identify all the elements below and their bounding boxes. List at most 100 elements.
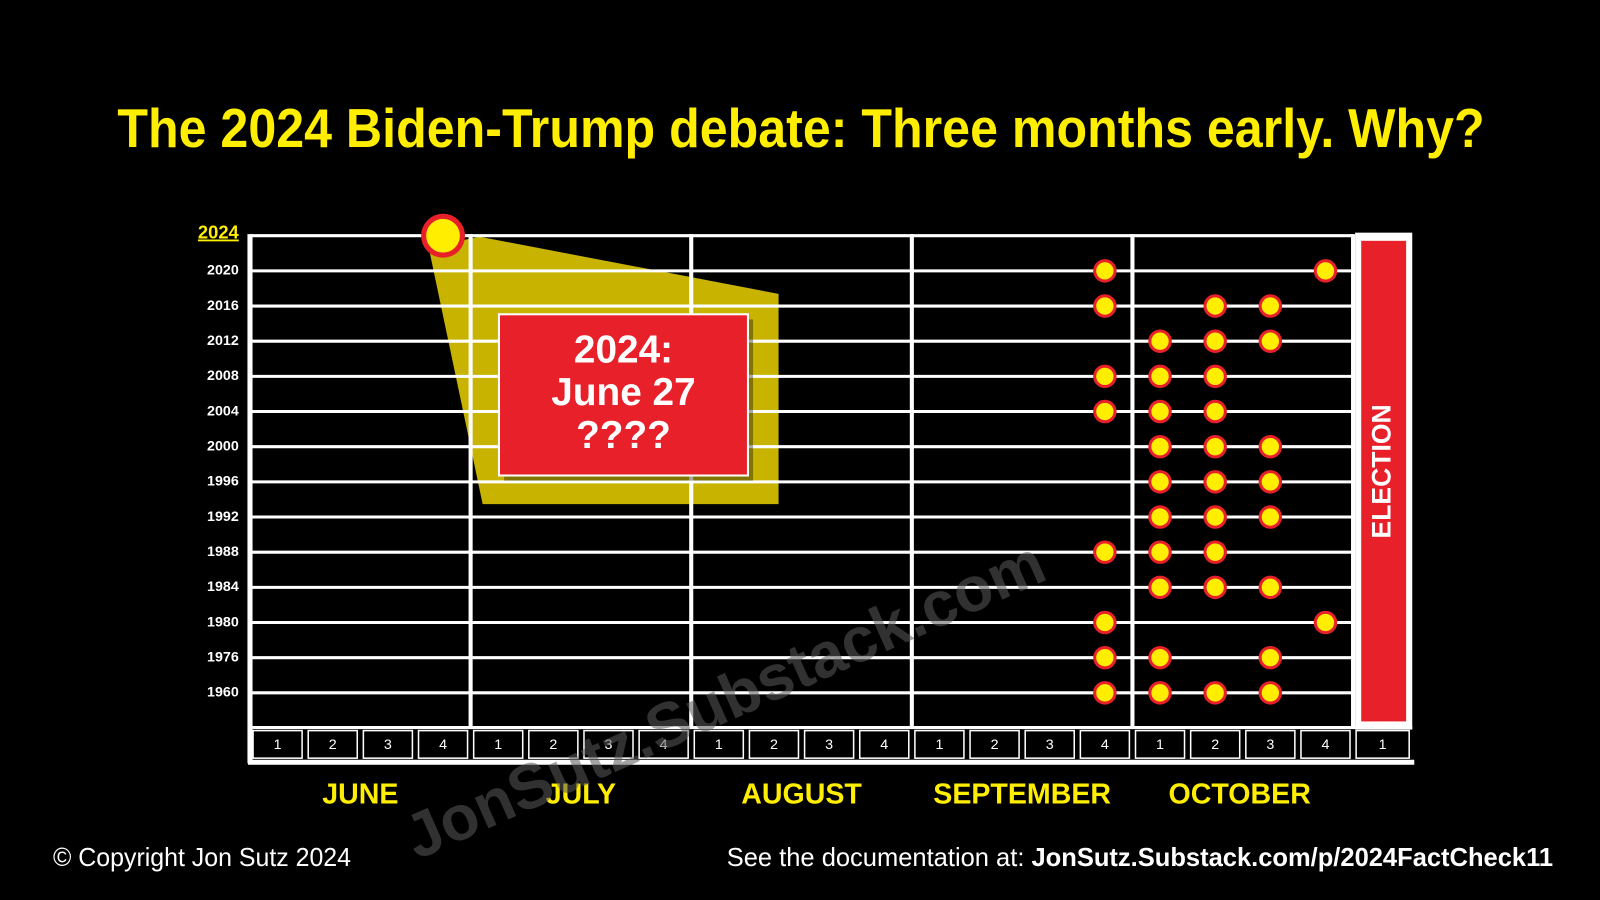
election-bar: [1361, 240, 1407, 722]
doc-reference: See the documentation at: JonSutz.Substa…: [727, 844, 1553, 872]
debate-dot: [1203, 364, 1227, 389]
year-label: 2008: [207, 368, 239, 384]
week-cell: [1300, 729, 1351, 759]
debate-dot: [1258, 470, 1283, 494]
week-label: 2: [549, 737, 557, 753]
debate-dot: [1093, 364, 1117, 389]
election-label: ELECTION: [1367, 404, 1397, 538]
week-cell: [638, 729, 689, 759]
grid: 2024 2020 2016 2012 2008 2004 2000 1996 1992 1988…: [198, 213, 1415, 873]
week-cell: [1079, 729, 1131, 759]
debate-dot: [1203, 505, 1227, 529]
week-label: 1: [715, 737, 723, 753]
week-label: 3: [384, 737, 392, 753]
week-label: 3: [1266, 737, 1274, 753]
month-label: OCTOBER: [1169, 778, 1312, 810]
week-label: 3: [825, 737, 833, 753]
title: The 2024 Biden-Trump debate: Three month…: [117, 97, 1484, 159]
week-label: 2: [1211, 737, 1219, 753]
week-label: 1: [1156, 737, 1164, 753]
debate-dot: [1203, 681, 1227, 705]
debate-dot: [1313, 610, 1338, 635]
debate-dot: [1203, 540, 1227, 564]
debate-dot: [1203, 575, 1227, 600]
debate-dot: [1258, 681, 1283, 705]
debate-dot: [1203, 434, 1227, 459]
week-label: 4: [439, 737, 447, 753]
week-label: 3: [605, 737, 613, 753]
debate-dot: [1313, 259, 1338, 283]
year-label: 2012: [207, 333, 239, 349]
year-label: 1988: [207, 544, 239, 560]
week-cell: [1245, 729, 1296, 759]
week-cell: [252, 729, 303, 759]
election-week-cell: [1355, 729, 1410, 759]
week-label: 4: [660, 737, 668, 753]
debate-dot: [1258, 645, 1283, 670]
month-label: JULY: [546, 778, 616, 810]
week-label: 2: [770, 737, 778, 753]
year-label: 1960: [207, 685, 239, 701]
debate-dot: [1093, 681, 1117, 705]
callout-box: [497, 313, 749, 477]
week-cell: [472, 729, 524, 759]
week-cell: [748, 729, 800, 759]
month-label: SEPTEMBER: [933, 778, 1111, 810]
copyright: © Copyright Jon Sutz 2024: [53, 844, 351, 872]
week-label: 3: [1046, 737, 1054, 753]
week-cell: [693, 729, 745, 759]
year-label: 2016: [207, 298, 239, 314]
callout-line: ????: [576, 414, 671, 457]
year-label: 2004: [207, 403, 239, 419]
debate-dot: [1258, 434, 1283, 459]
doc-prefix: See the documentation at:: [727, 844, 1032, 872]
week-cell: [1189, 729, 1241, 759]
week-label: 1: [494, 737, 502, 753]
debate-dot: [1258, 294, 1283, 318]
debate-dot: [1148, 575, 1172, 600]
year-label: 2024: [198, 222, 240, 243]
debate-dot: [1148, 470, 1172, 494]
debate-dot: [1093, 399, 1117, 424]
year-label: 1980: [207, 614, 239, 630]
debate-dot: [1148, 540, 1172, 564]
week-cell: [858, 729, 910, 759]
callout-line: June 27: [551, 371, 695, 414]
debate-dot: [1203, 399, 1227, 424]
week-label: 2: [329, 737, 337, 753]
debate-dot: [1093, 645, 1117, 670]
week-cell: [1024, 729, 1076, 759]
debate-dot: [1258, 505, 1283, 529]
week-label: 4: [880, 737, 888, 753]
callout-line: 2024:: [574, 328, 673, 371]
year-label: 1976: [207, 649, 239, 665]
week-label: 4: [1101, 737, 1109, 753]
debate-dot: [1093, 540, 1117, 564]
debate-dot: [1203, 329, 1227, 353]
debate-dot: [1148, 364, 1172, 389]
debate-dot: [1093, 294, 1117, 318]
debate-dot: [1093, 259, 1117, 283]
doc-link: JonSutz.Substack.com/p/2024FactCheck11: [1032, 844, 1554, 872]
year-label: 2000: [207, 438, 239, 454]
debate-dot: [1203, 294, 1227, 318]
debate-dot: [1148, 681, 1172, 705]
month-label: AUGUST: [741, 778, 862, 810]
year-label: 1992: [207, 509, 239, 525]
year-label: 2020: [207, 263, 239, 279]
week-label: 2: [991, 737, 999, 753]
week-cell: [362, 729, 414, 759]
debate-dot: [1148, 645, 1172, 670]
week-cell: [969, 729, 1020, 759]
debate-dot: [1093, 610, 1117, 635]
debate-dot: [1148, 329, 1172, 353]
debate-dot: [1148, 434, 1172, 459]
week-cell: [307, 729, 359, 759]
debate-dot: [1203, 470, 1227, 494]
week-cell: [583, 729, 634, 759]
debate-dot: [421, 213, 465, 258]
election-week-label: 1: [1379, 737, 1387, 753]
year-label: 1984: [207, 579, 239, 595]
week-cell: [528, 729, 579, 759]
